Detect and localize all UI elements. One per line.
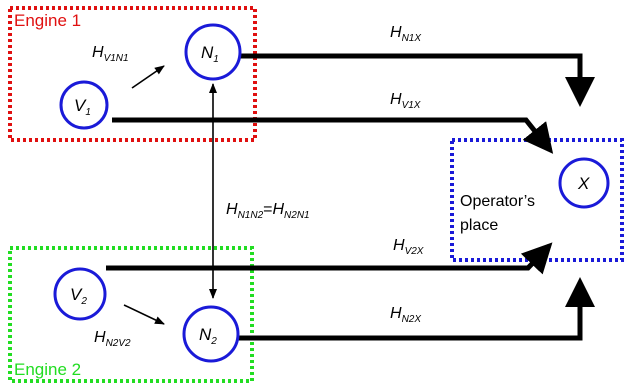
edge-n2-x — [238, 277, 595, 341]
node-v1 — [59, 80, 109, 130]
node-x — [558, 157, 610, 209]
operator-place-label-line1: Operator’s — [460, 193, 535, 210]
node-v1-label: V1 — [74, 96, 91, 118]
engine-1-zone — [8, 6, 257, 142]
edge-label-hn2x: HN2X — [390, 305, 421, 325]
edge-v1-n1 — [131, 65, 165, 89]
edge-label-hv2x: HV2X — [393, 237, 424, 257]
node-n2-label: N2 — [199, 325, 217, 347]
edge-label-hv1x: HV1X — [390, 91, 421, 111]
node-n1 — [184, 23, 242, 81]
node-n2 — [182, 305, 240, 363]
edge-n1-x — [240, 53, 595, 107]
edge-label-hn1x: HN1X — [390, 24, 421, 44]
node-v2 — [53, 267, 107, 321]
edge-label-hn1n2: HN1N2=HN2N1 — [226, 201, 310, 221]
edge-label-hv2n2: HN2V2 — [94, 329, 131, 349]
edge-v1-x — [112, 117, 554, 154]
edge-label-hv1n1: HV1N1 — [92, 44, 129, 64]
engine-2-zone — [8, 246, 254, 383]
operator-place-label-line2: place — [460, 217, 498, 234]
node-x-label: X — [577, 174, 590, 193]
edge-v2-x — [106, 242, 553, 275]
edge-v2-n2 — [123, 304, 165, 325]
engine-2-label: Engine 2 — [14, 360, 81, 379]
node-v2-label: V2 — [70, 285, 87, 307]
engine-1-label: Engine 1 — [14, 11, 81, 30]
node-n1-label: N1 — [201, 43, 219, 65]
